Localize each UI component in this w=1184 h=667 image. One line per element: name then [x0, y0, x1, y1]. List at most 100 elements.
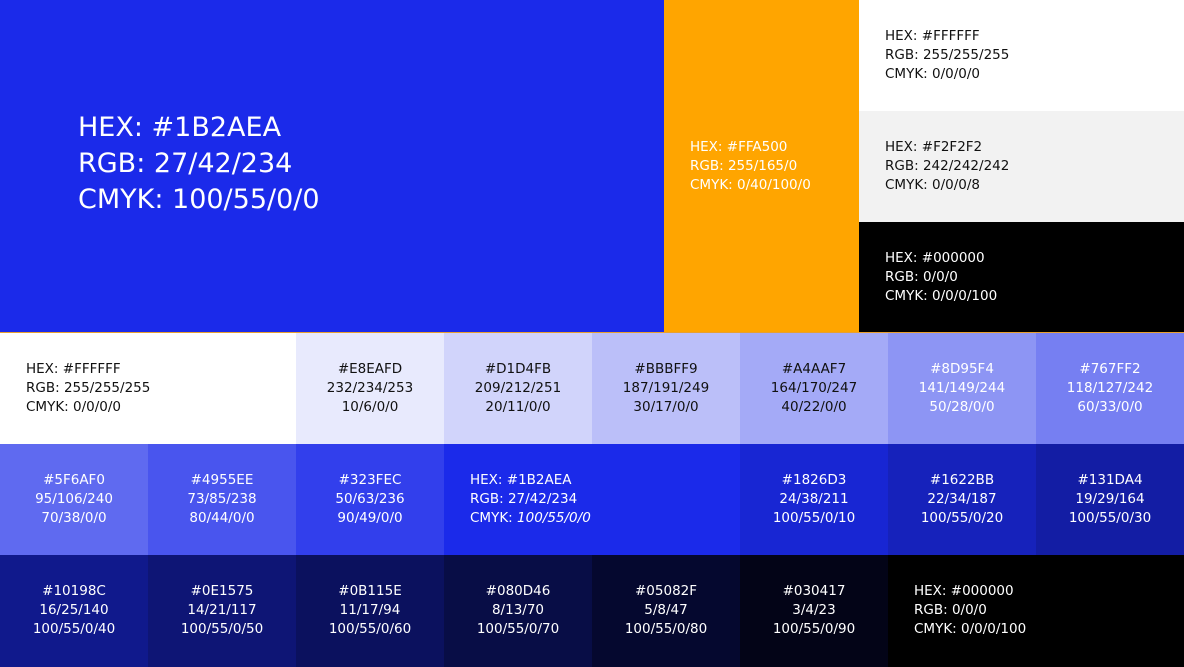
- cmyk-value: 100/55/0/10: [772, 510, 856, 526]
- palette-swatch: #BBBFF9 187/191/249 30/17/0/0: [592, 333, 740, 444]
- swatch-orange: HEX: #FFA500 RGB: 255/165/0 CMYK: 0/40/1…: [664, 0, 859, 333]
- hex-value: #8D95F4: [930, 361, 994, 377]
- rgb-value: RGB: 0/0/0: [885, 269, 958, 285]
- rgb-value: 73/85/238: [187, 491, 257, 507]
- cmyk-value: CMYK: 100/55/0/0: [78, 184, 320, 215]
- cmyk-value: CMYK: 0/0/0/0: [26, 399, 122, 415]
- swatch-black-label: HEX: #000000 RGB: 0/0/0 CMYK: 0/0/0/100: [885, 249, 997, 306]
- hex-value: #05082F: [634, 583, 698, 599]
- cmyk-value: CMYK: 0/0/0/8: [885, 177, 981, 193]
- cmyk-value: 100/55/0/40: [32, 621, 116, 637]
- hex-value: HEX: #FFA500: [690, 139, 788, 155]
- palette-swatch-label: HEX: #1B2AEA RGB: 27/42/234 CMYK: 100/55…: [470, 471, 591, 528]
- rgb-value: 164/170/247: [770, 380, 858, 396]
- palette-swatch: #05082F 5/8/47 100/55/0/80: [592, 555, 740, 667]
- rgb-value: RGB: 255/255/255: [26, 380, 151, 396]
- palette-swatch: #E8EAFD 232/234/253 10/6/0/0: [296, 333, 444, 444]
- palette-swatch-label: #5F6AF0 95/106/240 70/38/0/0: [0, 471, 148, 528]
- palette-swatch: #323FEC 50/63/236 90/49/0/0: [296, 444, 444, 555]
- hex-value: HEX: #FFFFFF: [26, 361, 121, 377]
- palette-swatch: HEX: #FFFFFF RGB: 255/255/255 CMYK: 0/0/…: [0, 333, 296, 444]
- cmyk-value: 90/49/0/0: [337, 510, 403, 526]
- rgb-value: RGB: 27/42/234: [470, 491, 578, 507]
- palette-swatch: #1622BB 22/34/187 100/55/0/20: [888, 444, 1036, 555]
- rgb-value: 141/149/244: [918, 380, 1006, 396]
- hex-value: HEX: #F2F2F2: [885, 139, 983, 155]
- palette-swatch-label: #E8EAFD 232/234/253 10/6/0/0: [296, 360, 444, 417]
- palette-swatch: #767FF2 118/127/242 60/33/0/0: [1036, 333, 1184, 444]
- cmyk-value: 10/6/0/0: [341, 399, 399, 415]
- hex-value: #1826D3: [781, 472, 847, 488]
- cmyk-value: 100/55/0/50: [180, 621, 264, 637]
- palette-swatch: #10198C 16/25/140 100/55/0/40: [0, 555, 148, 667]
- cmyk-value: CMYK: 0/0/0/100: [914, 621, 1027, 637]
- rgb-value: 232/234/253: [326, 380, 414, 396]
- cmyk-value: CMYK: 0/40/100/0: [690, 177, 811, 193]
- cmyk-value: 100/55/0/60: [328, 621, 412, 637]
- palette-swatch: #080D46 8/13/70 100/55/0/70: [444, 555, 592, 667]
- palette-swatch-label: #A4AAF7 164/170/247 40/22/0/0: [740, 360, 888, 417]
- rgb-value: 8/13/70: [491, 602, 545, 618]
- swatch-primary-blue-label: HEX: #1B2AEA RGB: 27/42/234 CMYK: 100/55…: [78, 110, 320, 218]
- swatch-light-gray-label: HEX: #F2F2F2 RGB: 242/242/242 CMYK: 0/0/…: [885, 138, 1009, 195]
- hex-value: HEX: #000000: [914, 583, 1014, 599]
- palette-swatch: #131DA4 19/29/164 100/55/0/30: [1036, 444, 1184, 555]
- hex-value: #5F6AF0: [43, 472, 105, 488]
- rgb-value: 22/34/187: [927, 491, 997, 507]
- cmyk-value: 30/17/0/0: [633, 399, 699, 415]
- swatch-light-gray: HEX: #F2F2F2 RGB: 242/242/242 CMYK: 0/0/…: [859, 111, 1184, 222]
- hex-value: #323FEC: [338, 472, 402, 488]
- cmyk-value: 100/55/0/80: [624, 621, 708, 637]
- rgb-value: 209/212/251: [474, 380, 562, 396]
- rgb-value: 187/191/249: [622, 380, 710, 396]
- palette-swatch-label: #030417 3/4/23 100/55/0/90: [740, 582, 888, 639]
- palette-swatch-label: #05082F 5/8/47 100/55/0/80: [592, 582, 740, 639]
- rgb-value: 11/17/94: [339, 602, 401, 618]
- palette-swatch-label: #767FF2 118/127/242 60/33/0/0: [1036, 360, 1184, 417]
- hex-value: #D1D4FB: [484, 361, 552, 377]
- palette-swatch-label: #0E1575 14/21/117 100/55/0/50: [148, 582, 296, 639]
- rgb-value: 5/8/47: [644, 602, 688, 618]
- palette-swatch: #1826D3 24/38/211 100/55/0/10: [740, 444, 888, 555]
- rgb-value: 95/106/240: [35, 491, 113, 507]
- palette-swatch-label: #323FEC 50/63/236 90/49/0/0: [296, 471, 444, 528]
- rgb-value: 14/21/117: [187, 602, 257, 618]
- hex-value: #A4AAF7: [781, 361, 847, 377]
- hex-value: #131DA4: [1077, 472, 1143, 488]
- cmyk-value: 20/11/0/0: [485, 399, 551, 415]
- palette-swatch-label: #BBBFF9 187/191/249 30/17/0/0: [592, 360, 740, 417]
- palette-swatch-label: #080D46 8/13/70 100/55/0/70: [444, 582, 592, 639]
- palette-swatch-label: #1622BB 22/34/187 100/55/0/20: [888, 471, 1036, 528]
- hex-value: #E8EAFD: [337, 361, 403, 377]
- palette-swatch-label: HEX: #FFFFFF RGB: 255/255/255 CMYK: 0/0/…: [26, 360, 150, 417]
- swatch-black: HEX: #000000 RGB: 0/0/0 CMYK: 0/0/0/100: [859, 222, 1184, 333]
- hex-value: #4955EE: [190, 472, 254, 488]
- palette-swatch: #4955EE 73/85/238 80/44/0/0: [148, 444, 296, 555]
- cmyk-value: CMYK: 0/0/0/0: [885, 66, 981, 82]
- cmyk-value: 40/22/0/0: [781, 399, 847, 415]
- rgb-value: RGB: 0/0/0: [914, 602, 987, 618]
- hex-value: #1622BB: [929, 472, 995, 488]
- palette-swatch-label: HEX: #000000 RGB: 0/0/0 CMYK: 0/0/0/100: [914, 582, 1026, 639]
- palette-swatch-label: #1826D3 24/38/211 100/55/0/10: [740, 471, 888, 528]
- hex-value: #10198C: [42, 583, 106, 599]
- rgb-value: 19/29/164: [1075, 491, 1145, 507]
- hex-value: #767FF2: [1079, 361, 1141, 377]
- palette-swatch-label: #D1D4FB 209/212/251 20/11/0/0: [444, 360, 592, 417]
- hex-value: HEX: #1B2AEA: [78, 112, 282, 143]
- hex-value: HEX: #1B2AEA: [470, 472, 572, 488]
- rgb-value: 50/63/236: [335, 491, 405, 507]
- section-divider: [0, 332, 1184, 333]
- cmyk-value: 100/55/0/30: [1068, 510, 1152, 526]
- palette-swatch: HEX: #000000 RGB: 0/0/0 CMYK: 0/0/0/100: [888, 555, 1184, 667]
- swatch-orange-label: HEX: #FFA500 RGB: 255/165/0 CMYK: 0/40/1…: [690, 138, 811, 195]
- palette-swatch-label: #4955EE 73/85/238 80/44/0/0: [148, 471, 296, 528]
- cmyk-value: CMYK: 0/0/0/100: [885, 288, 998, 304]
- hex-value: #BBBFF9: [634, 361, 698, 377]
- palette-swatch-label: #8D95F4 141/149/244 50/28/0/0: [888, 360, 1036, 417]
- hex-value: HEX: #FFFFFF: [885, 28, 980, 44]
- hex-value: #0E1575: [190, 583, 254, 599]
- palette-swatch: #5F6AF0 95/106/240 70/38/0/0: [0, 444, 148, 555]
- hex-value: #080D46: [485, 583, 551, 599]
- palette-swatch: #A4AAF7 164/170/247 40/22/0/0: [740, 333, 888, 444]
